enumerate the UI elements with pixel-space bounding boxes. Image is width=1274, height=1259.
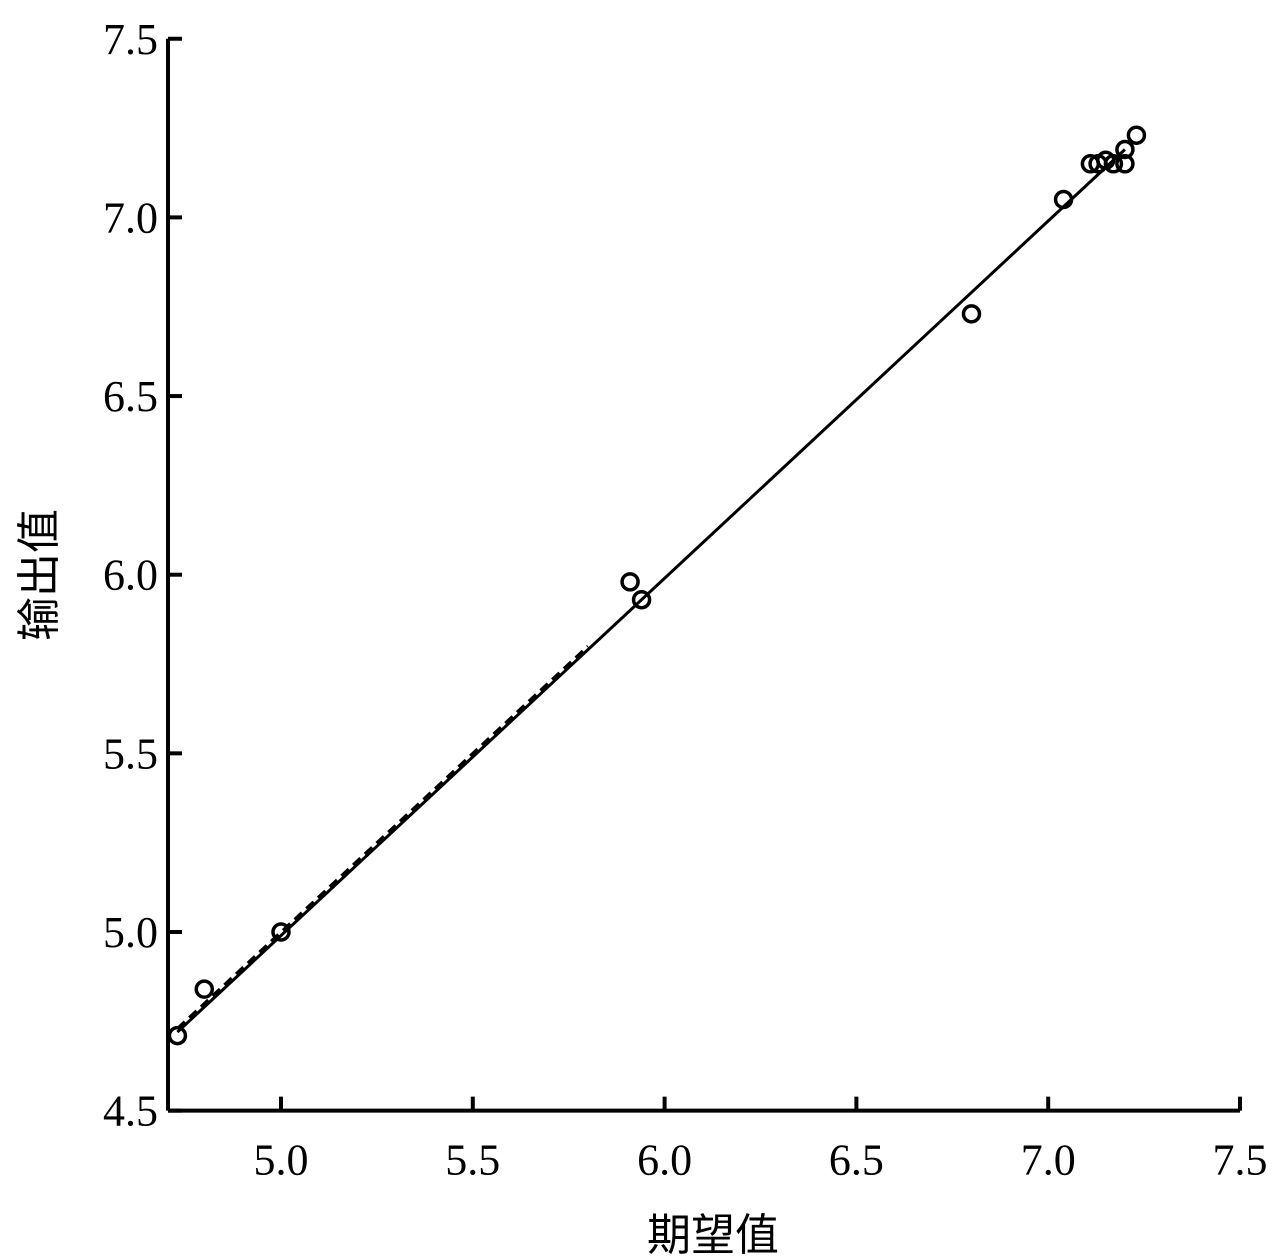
- data-point: [1053, 189, 1074, 210]
- x-tick-label: 7.5: [1213, 1136, 1268, 1185]
- x-tick-label: 6.0: [637, 1136, 692, 1185]
- data-point: [1115, 154, 1135, 174]
- fit-line: [176, 148, 1126, 1034]
- y-tick-label: 5.0: [103, 908, 158, 957]
- fit-lines: [176, 148, 1126, 1034]
- data-point: [1126, 125, 1147, 145]
- data-point: [194, 979, 215, 999]
- y-axis-title: 输出值: [14, 509, 65, 641]
- data-point: [631, 589, 652, 610]
- x-tick-label: 7.0: [1021, 1136, 1076, 1185]
- axes: 4.5 5.0 5.5 6.0 6.5 7.0 7.5 5.0 5.5 6.0 6.5 7.0 7.5: [103, 15, 1268, 1185]
- y-tick-label: 7.5: [103, 15, 158, 64]
- data-point: [167, 1025, 188, 1046]
- data-point: [1103, 154, 1124, 174]
- y-tick-label: 6.0: [103, 551, 158, 600]
- y-tick-label: 6.5: [103, 372, 158, 421]
- x-tick-label: 5.5: [445, 1136, 500, 1185]
- x-tick-label: 5.0: [254, 1136, 309, 1185]
- x-tick-label: 6.5: [829, 1136, 884, 1185]
- data-point: [620, 572, 640, 592]
- data-point: [961, 304, 982, 324]
- data-points: [167, 125, 1147, 1046]
- reference-line: [176, 645, 589, 1030]
- y-tick-label: 4.5: [103, 1087, 158, 1136]
- data-point: [271, 922, 291, 942]
- x-axis-title: 期望值: [647, 1210, 779, 1259]
- y-tick-label: 7.0: [103, 193, 158, 242]
- y-tick-label: 5.5: [103, 729, 158, 778]
